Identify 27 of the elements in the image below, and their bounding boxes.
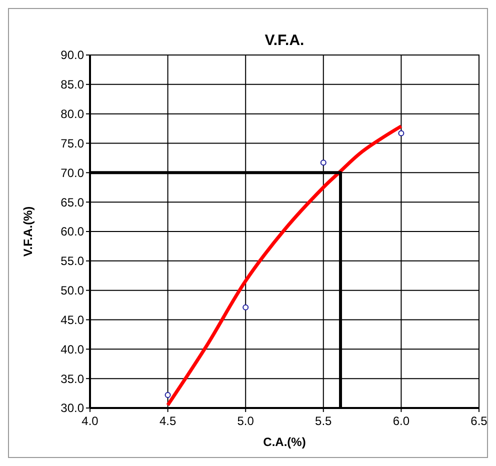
chart-title: V.F.A. — [264, 32, 304, 49]
point — [164, 392, 171, 398]
x-axis-title: C.A.(%) — [263, 435, 306, 449]
x-tick-label: 5.0 — [237, 414, 254, 428]
y-tick-label: 70.0 — [60, 166, 84, 180]
y-tick-label: 55.0 — [60, 254, 84, 268]
y-tick-label: 80.0 — [60, 107, 84, 122]
y-tick-label: 45.0 — [60, 312, 84, 327]
point — [242, 304, 249, 310]
y-axis-title: V.F.A.(%) — [21, 206, 35, 257]
line-series — [166, 124, 403, 407]
y-tick-label: 90.0 — [60, 48, 84, 62]
y-tick-label: 60.0 — [60, 224, 84, 239]
y-tick-label: 30.0 — [60, 401, 84, 416]
point — [320, 160, 326, 166]
point — [398, 130, 404, 136]
y-tick-label: 40.0 — [60, 342, 84, 356]
y-tick-label: 50.0 — [60, 284, 84, 298]
y-tick-label: 75.0 — [60, 136, 84, 150]
x-tick-label: 5.5 — [315, 414, 332, 428]
x-tick-label: 6.5 — [470, 414, 488, 428]
y-tick-label: 85.0 — [60, 78, 84, 92]
x-tick-label: 4.5 — [159, 414, 176, 428]
y-tick-label: 65.0 — [60, 195, 84, 210]
x-tick-label: 6.0 — [392, 414, 410, 428]
x-tick-label: 4.0 — [82, 414, 99, 428]
y-tick-label: 35.0 — [60, 372, 84, 386]
